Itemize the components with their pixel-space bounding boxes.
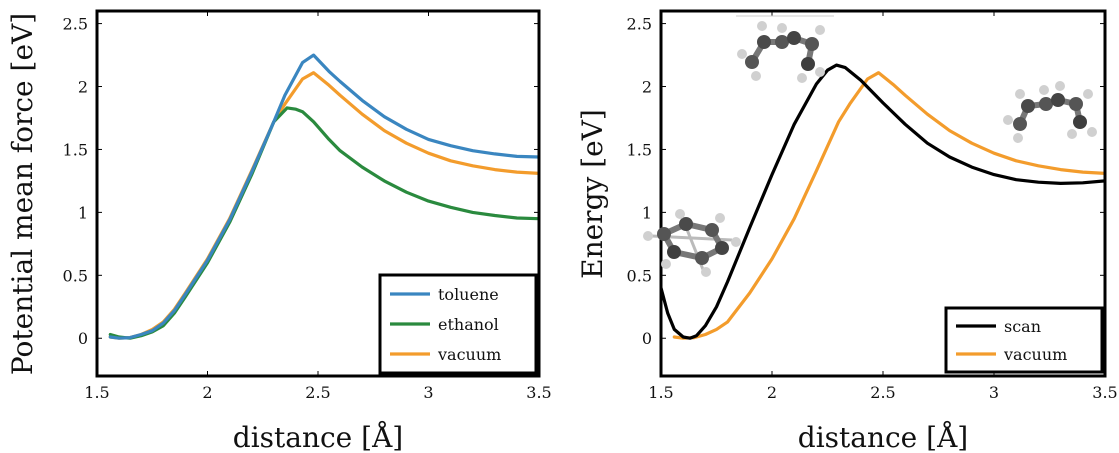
plot-frame: [659, 9, 1107, 378]
legend-box: [944, 306, 1104, 374]
y-tick-label: 0: [642, 329, 652, 348]
y-tick-label: 1.5: [627, 140, 652, 159]
y-axis-label: Potential mean force [eV]: [6, 13, 39, 375]
series-line-scan: [661, 63, 1105, 340]
plot-frame: [95, 9, 541, 378]
x-tick-label: 1.5: [648, 383, 673, 402]
x-tick-label: 3.5: [526, 383, 551, 402]
x-tick-label: 2.5: [870, 383, 895, 402]
legend-label-vacuum: vacuum: [437, 345, 501, 364]
x-axis-label: distance [Å]: [798, 421, 968, 453]
x-tick-label: 3.5: [1092, 383, 1117, 402]
x-tick-label: 1.5: [84, 383, 109, 402]
legend-label-ethanol: ethanol: [438, 315, 499, 334]
y-tick-label: 0: [78, 329, 88, 348]
legend-label-vacuum: vacuum: [1003, 345, 1067, 364]
y-tick-label: 1.5: [63, 140, 88, 159]
x-tick-label: 2.5: [305, 383, 330, 402]
y-tick-label: 2: [78, 78, 88, 97]
molecule-benzene-icon: [643, 209, 741, 277]
y-axis-label: Energy [eV]: [576, 109, 609, 279]
y-tick-label: 0.5: [63, 266, 88, 285]
x-tick-label: 3: [423, 383, 433, 402]
molecule-transition-state-icon: [736, 15, 834, 83]
y-tick-label: 2.5: [627, 15, 652, 34]
x-tick-label: 2: [767, 383, 777, 402]
series-line-vacuum: [672, 71, 1105, 340]
x-axis-label: distance [Å]: [233, 421, 403, 453]
left-chart: 1.5 2 2.5 3 3.5 0 0.5 1 1.5 2 2.5 Potential mean f…: [6, 9, 552, 453]
x-tick-label: 2: [202, 383, 212, 402]
y-tick-label: 1: [78, 203, 88, 222]
legend: toluene ethanol vacuum: [378, 273, 538, 375]
legend-label-scan: scan: [1004, 317, 1041, 336]
molecule-hexatriene-icon: [1003, 81, 1097, 143]
y-tick-label: 2: [642, 78, 652, 97]
y-tick-label: 2.5: [63, 15, 88, 34]
legend-label-toluene: toluene: [438, 285, 499, 304]
y-tick-label: 0.5: [627, 266, 652, 285]
y-tick-label: 1: [642, 203, 652, 222]
legend: scan vacuum: [944, 306, 1104, 374]
x-tick-label: 3: [989, 383, 999, 402]
right-chart: 1.5 2 2.5 3 3.5 0 0.5 1 1.5 2 2.5 Energy [eV] dist…: [576, 9, 1118, 453]
series-line-toluene: [108, 53, 539, 340]
